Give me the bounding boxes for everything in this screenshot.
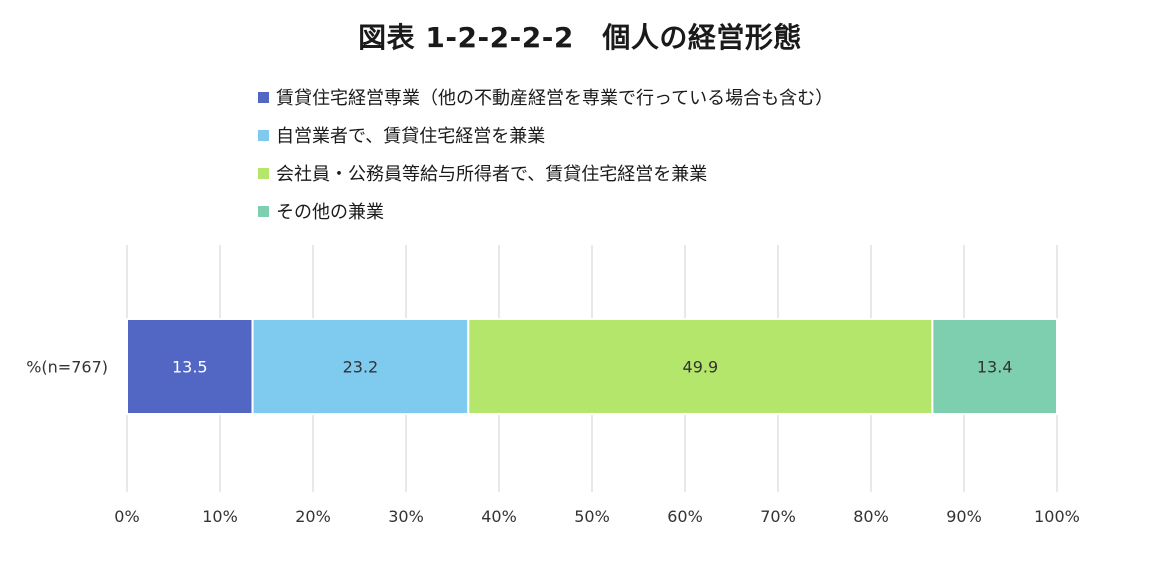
legend-swatch-1 xyxy=(258,91,269,103)
x-tick-label: 20% xyxy=(295,507,331,526)
x-tick-label: 0% xyxy=(114,507,139,526)
legend-item-2: 自営業者で、賃貸住宅経営を兼業 xyxy=(258,116,833,154)
legend-item-1: 賃貸住宅経営専業（他の不動産経営を専業で行っている場合も含む） xyxy=(258,78,833,116)
x-tick-label: 30% xyxy=(388,507,424,526)
legend-swatch-2 xyxy=(258,129,269,141)
bar-segment-3 xyxy=(467,318,934,415)
legend-label-4: その他の兼業 xyxy=(276,202,384,223)
x-tick-label: 50% xyxy=(574,507,610,526)
bar-segment-4 xyxy=(931,318,1059,415)
x-tick-label: 70% xyxy=(760,507,796,526)
x-tick-label: 10% xyxy=(202,507,238,526)
legend-item-4: その他の兼業 xyxy=(258,192,833,230)
data-label-2: 23.2 xyxy=(343,358,379,377)
chart-title: 図表 1-2-2-2-2 個人の経営形態 xyxy=(358,21,802,54)
category-label: %(n=767) xyxy=(26,358,108,377)
legend: 賃貸住宅経営専業（他の不動産経営を専業で行っている場合も含む） 自営業者で、賃貸… xyxy=(258,78,833,230)
x-tick-label: 40% xyxy=(481,507,517,526)
legend-label-2: 自営業者で、賃貸住宅経営を兼業 xyxy=(276,126,546,147)
data-label-1: 13.5 xyxy=(172,358,208,377)
x-tick-label: 80% xyxy=(853,507,889,526)
x-tick-label: 90% xyxy=(946,507,982,526)
bar-segment-2 xyxy=(251,318,470,415)
legend-label-3: 会社員・公務員等給与所得者で、賃貸住宅経営を兼業 xyxy=(276,164,708,185)
data-label-4: 13.4 xyxy=(977,358,1013,377)
x-tick-label: 60% xyxy=(667,507,703,526)
bar-segment-1 xyxy=(126,318,254,415)
legend-swatch-4 xyxy=(258,205,269,217)
data-label-3: 49.9 xyxy=(683,358,719,377)
legend-swatch-3 xyxy=(258,167,269,179)
legend-label-1: 賃貸住宅経営専業（他の不動産経営を専業で行っている場合も含む） xyxy=(276,88,834,109)
legend-item-3: 会社員・公務員等給与所得者で、賃貸住宅経営を兼業 xyxy=(258,154,833,192)
x-tick-label: 100% xyxy=(1034,507,1080,526)
